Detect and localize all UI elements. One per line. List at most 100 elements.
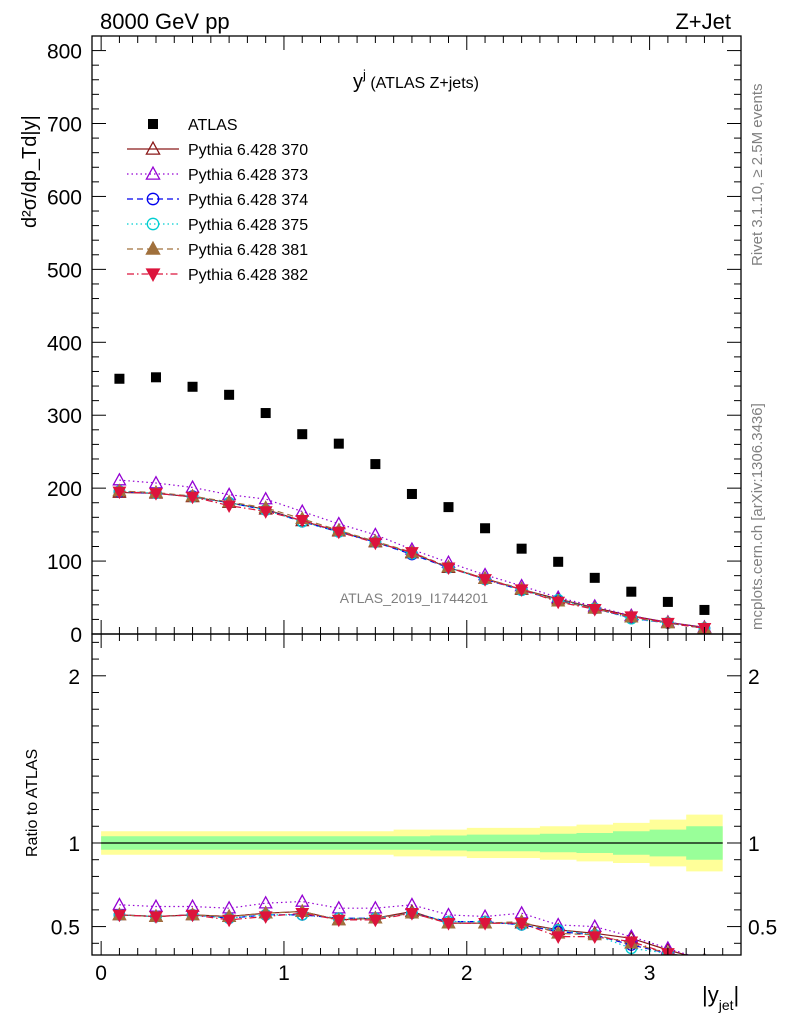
legend-marker (145, 240, 161, 255)
ratio-y-tick-label: 1 (68, 833, 80, 856)
data-point (114, 373, 125, 384)
legend-label: Pythia 6.428 374 (188, 192, 308, 209)
data-point (149, 488, 163, 501)
legend-marker (146, 217, 160, 231)
mcplots-label: mcplots.cern.ch [arXiv:1306.3436] (749, 403, 766, 630)
legend-marker (145, 165, 161, 180)
data-point (662, 596, 673, 607)
ratio-point (514, 918, 529, 931)
y-tick-label: 400 (47, 332, 82, 355)
ratio-y-tick-label: 2 (68, 666, 80, 689)
ratio-point (295, 908, 310, 921)
rivet-label: Rivet 3.1.10, ≥ 2.5M events (749, 84, 766, 267)
y-tick-label: 600 (47, 186, 82, 209)
data-point (589, 572, 600, 583)
y-tick-label: 500 (47, 259, 82, 282)
analysis-watermark: ATLAS_2019_I1744201 (340, 590, 489, 606)
legend-item: Pythia 6.428 370 (127, 140, 308, 159)
legend-label: Pythia 6.428 382 (188, 267, 308, 284)
legend-marker (145, 140, 161, 155)
legend: ATLAS Pythia 6.428 370 Pythia 6.428 373 Pyt… (127, 117, 308, 284)
ratio-y-tick-label: 0.5 (51, 917, 80, 940)
x-tick-label: 0 (95, 962, 107, 985)
ratio-y-tick-label-right: 1 (748, 833, 760, 856)
legend-marker (148, 119, 158, 129)
header-energy: 8000 GeV pp (100, 9, 230, 34)
data-point (587, 604, 602, 617)
y-tick-label: 100 (47, 551, 82, 574)
data-point (297, 429, 308, 440)
ratio-point (697, 954, 712, 955)
legend-item: ATLAS (148, 117, 238, 134)
y-axis-label-ratio: Ratio to ATLAS (24, 749, 41, 857)
x-tick-label: 1 (278, 962, 290, 985)
ratio-panel-frame (91, 633, 742, 956)
y-tick-label: 700 (47, 114, 82, 137)
chart-title: yj (ATLAS Z+jets) (353, 67, 479, 93)
ratio-point (701, 954, 708, 955)
data-point (516, 543, 527, 554)
data-point (258, 506, 273, 519)
legend-item: Pythia 6.428 382 (127, 267, 308, 284)
ratio-line (119, 900, 691, 955)
series-pythia-6-428-382 (112, 486, 712, 634)
data-point (553, 556, 564, 567)
data-point (405, 547, 419, 560)
data-point (333, 438, 344, 449)
legend-item: Pythia 6.428 373 (127, 165, 308, 184)
ratio-point (624, 936, 639, 949)
data-point (441, 562, 456, 575)
ratio-point (149, 911, 163, 924)
ratio-point (368, 914, 383, 928)
data-point (187, 381, 198, 392)
series-line (119, 491, 705, 629)
data-point (222, 500, 237, 514)
x-axis-label: |yjet| (702, 982, 739, 1013)
data-point (368, 537, 383, 551)
legend-label: Pythia 6.428 381 (188, 242, 308, 259)
ratio-point (587, 931, 602, 944)
data-point (660, 617, 675, 631)
y-tick-label: 200 (47, 478, 82, 501)
legend-label: Pythia 6.428 370 (188, 142, 308, 159)
legend-label: Pythia 6.428 373 (188, 167, 308, 184)
y-tick-label: 0 (70, 624, 82, 647)
legend-item: Pythia 6.428 375 (127, 217, 308, 234)
data-point (185, 491, 200, 505)
x-tick-label: 3 (644, 962, 656, 985)
data-point (514, 584, 529, 597)
header-process: Z+Jet (675, 9, 731, 34)
ratio-point (185, 909, 200, 923)
data-point (260, 408, 271, 419)
data-point (480, 523, 491, 534)
legend-marker (146, 192, 160, 206)
data-point (551, 596, 566, 610)
series-atlas (114, 372, 710, 615)
data-point (699, 604, 710, 615)
ratio-point (441, 918, 456, 931)
data-point (224, 389, 235, 400)
ratio-point (405, 908, 419, 921)
data-point (406, 488, 417, 499)
y-axis-label-main: d²σ/dp_Td|y| (19, 115, 41, 228)
y-tick-label: 300 (47, 405, 82, 428)
legend-label: ATLAS (188, 117, 238, 134)
ratio-point (258, 911, 273, 924)
data-point (626, 586, 637, 597)
legend-item: Pythia 6.428 381 (127, 240, 308, 259)
main-panel: 0 100 200 300 400 500 600 700 800 yj (ATLAS Z+je… (19, 35, 742, 647)
data-point (443, 502, 454, 513)
legend-label: Pythia 6.428 375 (188, 217, 308, 234)
ratio-panel: 0.5 0.5 1 1 2 2 0 1 2 3 Ratio to ATLAS |yjet| (24, 633, 777, 1013)
y-tick-label: 800 (47, 41, 82, 64)
ratio-point (331, 914, 346, 928)
data-point (112, 486, 127, 500)
ratio-point (701, 954, 708, 955)
ratio-point (222, 914, 237, 928)
legend-marker (145, 268, 161, 282)
data-point (370, 459, 381, 470)
data-point (295, 515, 310, 528)
ratio-y-tick-label-right: 2 (748, 666, 760, 689)
data-point (624, 611, 639, 624)
